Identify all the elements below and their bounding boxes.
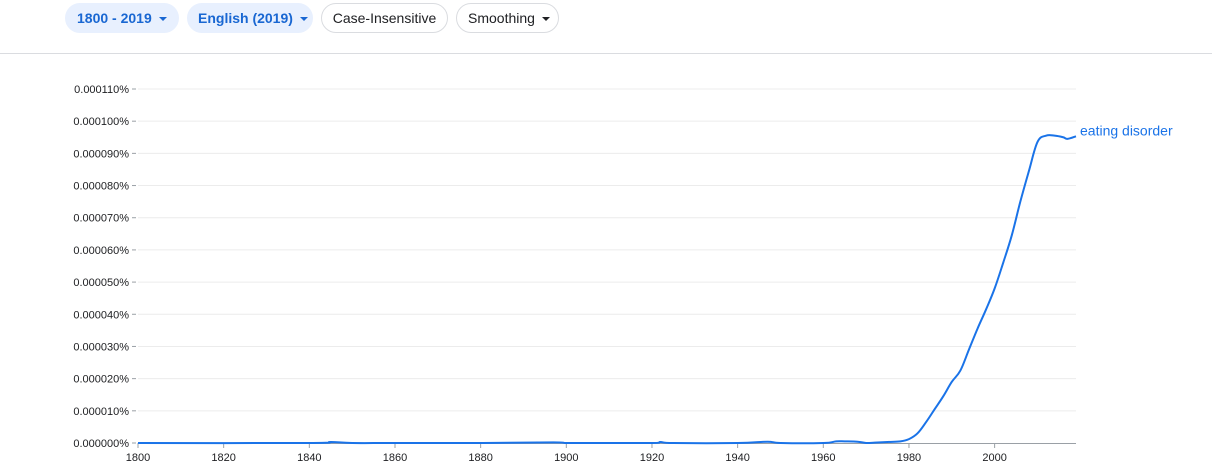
x-tick-label: 1960 xyxy=(811,452,835,464)
case-insensitive-toggle[interactable]: Case-Insensitive xyxy=(321,3,448,33)
series-label[interactable]: eating disorder xyxy=(1080,122,1173,138)
chevron-down-icon xyxy=(541,16,550,21)
y-tick-label: 0.000060% xyxy=(73,245,129,257)
x-tick-label: 1800 xyxy=(126,452,150,464)
y-tick-label: 0.000090% xyxy=(73,148,129,160)
x-tick-label: 1900 xyxy=(554,452,578,464)
case-insensitive-label: Case-Insensitive xyxy=(332,10,437,26)
smoothing-label: Smoothing xyxy=(468,10,535,26)
smoothing-dropdown[interactable]: Smoothing xyxy=(456,3,559,33)
corpus-label: English (2019) xyxy=(198,10,293,26)
gridlines xyxy=(138,88,1076,412)
y-tick-label: 0.000030% xyxy=(73,341,129,353)
y-tick-label: 0.000110% xyxy=(74,84,129,96)
x-tick-label: 1940 xyxy=(725,452,749,464)
corpus-dropdown[interactable]: English (2019) xyxy=(187,3,313,33)
series-layer: eating disorder xyxy=(137,122,1173,445)
chevron-down-icon xyxy=(158,16,167,21)
x-tick-label: 1920 xyxy=(640,452,664,464)
y-tick-label: 0.000010% xyxy=(73,406,129,418)
year-range-label: 1800 - 2019 xyxy=(77,10,152,26)
x-tick-label: 2000 xyxy=(982,452,1006,464)
series-line[interactable] xyxy=(137,134,1077,445)
y-tick-label: 0.000050% xyxy=(73,277,129,289)
y-tick-label: 0.000040% xyxy=(73,309,129,321)
x-tick-label: 1880 xyxy=(468,452,492,464)
x-tick-label: 1980 xyxy=(897,452,921,464)
y-tick-label: 0.000080% xyxy=(73,181,129,193)
toolbar: 1800 - 2019 English (2019) Case-Insensit… xyxy=(0,0,1212,54)
year-range-dropdown[interactable]: 1800 - 2019 xyxy=(65,3,179,33)
x-tick-label: 1820 xyxy=(211,452,235,464)
y-tick-label: 0.000020% xyxy=(73,374,129,386)
y-tick-label: 0.000000% xyxy=(73,438,129,450)
axes: 0.000000% 0.000010% 0.000020% 0.000030% 0.00… xyxy=(73,84,1076,464)
x-tick-label: 1840 xyxy=(297,452,321,464)
y-tick-label: 0.000100% xyxy=(73,116,129,128)
y-tick-label: 0.000070% xyxy=(73,213,129,225)
x-tick-label: 1860 xyxy=(383,452,407,464)
chevron-down-icon xyxy=(299,16,308,21)
